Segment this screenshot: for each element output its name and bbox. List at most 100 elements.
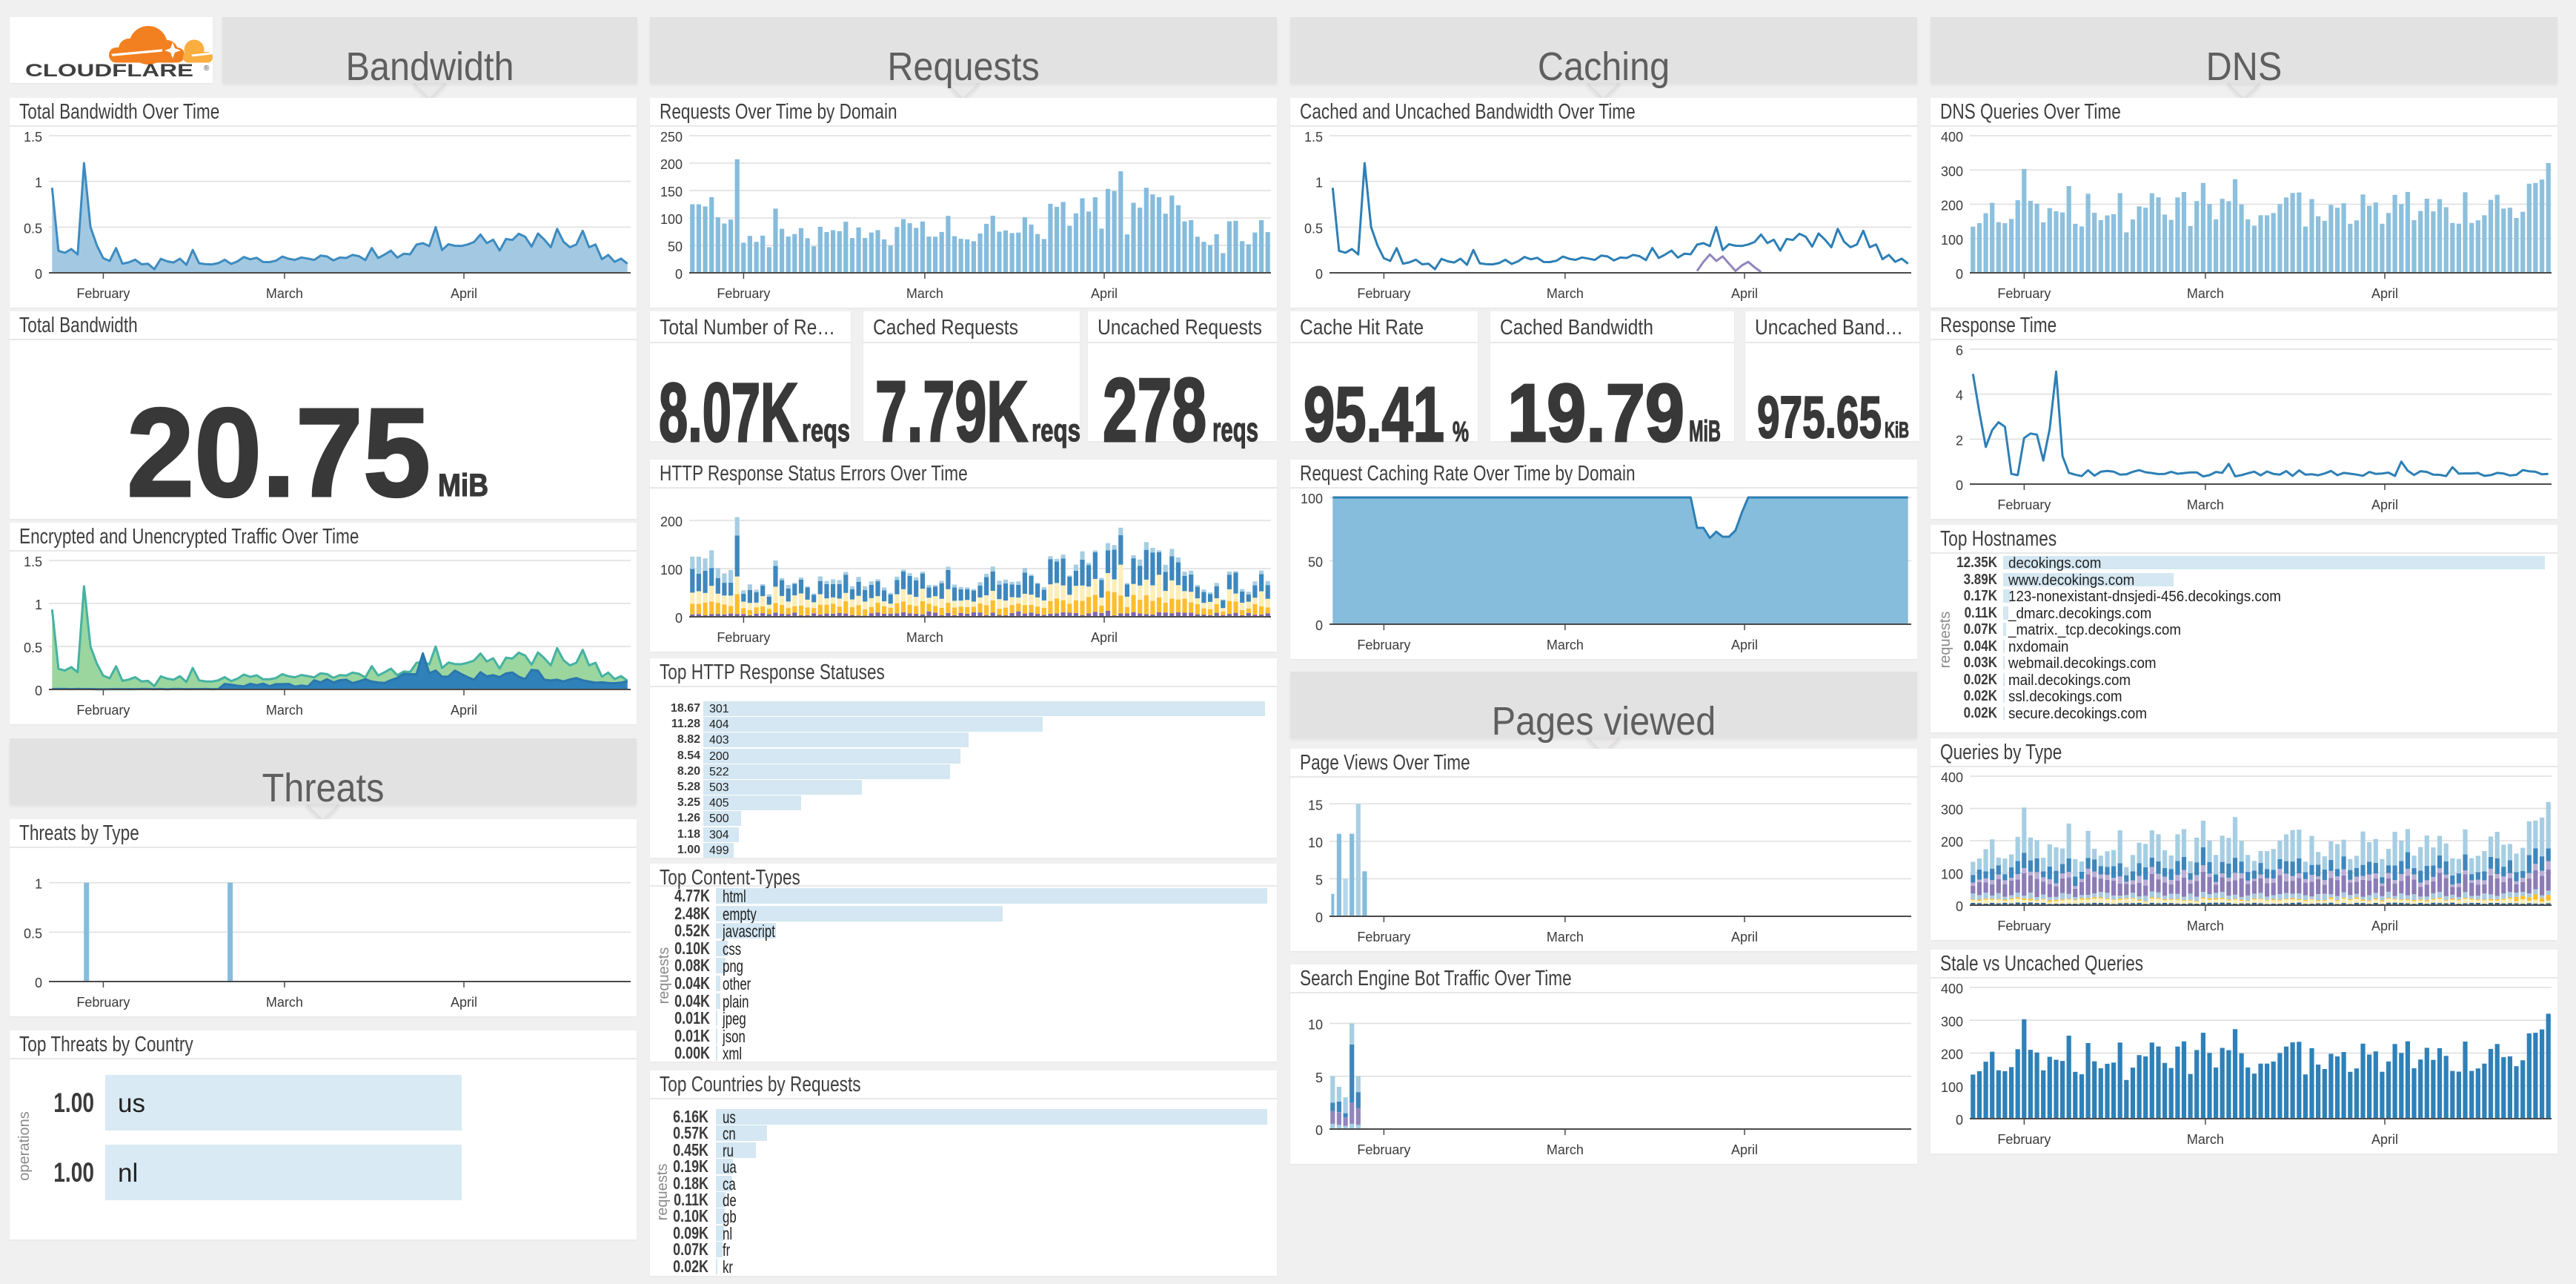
svg-text:15: 15: [1308, 798, 1323, 813]
svg-text:20.75: 20.75: [127, 383, 431, 523]
svg-text:February: February: [1997, 497, 2051, 512]
svg-text:1: 1: [35, 176, 42, 191]
svg-text:300: 300: [1941, 164, 1963, 179]
svg-text:April: April: [451, 703, 477, 718]
svg-text:0.5: 0.5: [24, 221, 42, 236]
svg-text:0: 0: [1315, 267, 1323, 282]
svg-text:400: 400: [1941, 982, 1963, 996]
svg-text:February: February: [717, 630, 770, 645]
svg-text:300: 300: [1941, 803, 1963, 818]
svg-text:KiB: KiB: [1885, 418, 1909, 443]
svg-text:March: March: [2187, 497, 2224, 512]
svg-text:MiB: MiB: [1689, 415, 1721, 448]
svg-text:0: 0: [35, 684, 42, 698]
svg-text:MiB: MiB: [438, 468, 488, 503]
svg-text:April: April: [2371, 497, 2398, 512]
svg-text:0: 0: [1315, 910, 1323, 925]
svg-text:5: 5: [1315, 873, 1323, 887]
svg-text:200: 200: [660, 157, 683, 172]
svg-text:7.79K: 7.79K: [875, 363, 1028, 460]
svg-text:April: April: [2371, 919, 2398, 933]
svg-text:April: April: [1731, 1142, 1758, 1157]
svg-text:100: 100: [660, 212, 683, 227]
svg-text:200: 200: [1941, 835, 1963, 850]
svg-text:February: February: [1357, 930, 1410, 944]
svg-text:reqs: reqs: [1212, 411, 1258, 449]
svg-text:February: February: [76, 286, 130, 301]
svg-text:150: 150: [660, 185, 683, 199]
svg-text:March: March: [1547, 930, 1584, 944]
svg-text:April: April: [2371, 286, 2398, 301]
svg-text:1.5: 1.5: [24, 555, 42, 569]
svg-text:March: March: [1547, 1142, 1584, 1157]
svg-text:0: 0: [35, 976, 42, 990]
svg-text:February: February: [1997, 1132, 2051, 1147]
svg-text:%: %: [1453, 417, 1469, 448]
svg-text:April: April: [451, 995, 477, 1010]
svg-text:4: 4: [1956, 388, 1963, 403]
svg-text:March: March: [906, 630, 943, 645]
svg-text:February: February: [76, 703, 130, 718]
svg-text:March: March: [2187, 1132, 2224, 1147]
svg-text:8.07K: 8.07K: [659, 366, 798, 459]
svg-text:1.5: 1.5: [24, 130, 42, 145]
svg-text:200: 200: [1941, 1048, 1963, 1062]
svg-text:200: 200: [660, 514, 683, 529]
svg-text:278: 278: [1103, 360, 1206, 460]
svg-text:1: 1: [1315, 176, 1323, 191]
svg-text:0: 0: [1956, 478, 1963, 493]
svg-text:0: 0: [35, 267, 42, 282]
svg-text:1: 1: [35, 877, 42, 892]
svg-text:0: 0: [1315, 1123, 1323, 1138]
svg-text:April: April: [451, 286, 477, 301]
svg-text:0: 0: [675, 267, 683, 282]
svg-text:100: 100: [1941, 1080, 1963, 1095]
svg-text:0.5: 0.5: [24, 641, 42, 655]
svg-text:February: February: [1997, 286, 2051, 301]
svg-text:100: 100: [1301, 492, 1323, 506]
svg-text:February: February: [76, 995, 130, 1010]
svg-text:CLOUDFLARE: CLOUDFLARE: [25, 61, 193, 81]
svg-text:6: 6: [1956, 343, 1963, 358]
svg-text:100: 100: [1941, 233, 1963, 248]
svg-text:March: March: [906, 286, 943, 301]
svg-text:March: March: [266, 286, 303, 301]
svg-text:March: March: [266, 703, 303, 718]
svg-text:April: April: [2371, 1132, 2398, 1147]
svg-text:0: 0: [1956, 1113, 1963, 1128]
svg-text:March: March: [1547, 638, 1584, 652]
svg-text:5: 5: [1315, 1070, 1323, 1085]
svg-text:2: 2: [1956, 433, 1963, 448]
svg-text:April: April: [1091, 630, 1118, 645]
svg-text:February: February: [1357, 1142, 1410, 1157]
svg-text:0: 0: [675, 611, 683, 626]
svg-text:0: 0: [1956, 899, 1963, 914]
svg-text:10: 10: [1308, 1018, 1323, 1033]
svg-text:400: 400: [1941, 130, 1963, 145]
svg-text:1: 1: [35, 598, 42, 612]
svg-text:®: ®: [204, 64, 210, 73]
svg-text:95.41: 95.41: [1304, 371, 1444, 458]
svg-text:0: 0: [1315, 618, 1323, 633]
svg-text:1.5: 1.5: [1304, 130, 1323, 145]
svg-text:10: 10: [1308, 835, 1323, 850]
svg-text:975.65: 975.65: [1757, 384, 1882, 450]
svg-text:March: March: [2187, 286, 2224, 301]
svg-text:0.5: 0.5: [24, 926, 42, 941]
svg-text:0.5: 0.5: [1304, 221, 1323, 236]
svg-text:February: February: [717, 286, 770, 301]
svg-text:reqs: reqs: [1032, 413, 1080, 449]
svg-text:February: February: [1357, 638, 1410, 652]
svg-text:April: April: [1731, 930, 1758, 944]
svg-text:100: 100: [1941, 867, 1963, 882]
svg-text:February: February: [1357, 286, 1410, 301]
svg-text:March: March: [1547, 286, 1584, 301]
svg-text:19.79: 19.79: [1507, 368, 1684, 459]
svg-text:50: 50: [1308, 555, 1323, 570]
svg-text:250: 250: [660, 130, 683, 145]
svg-text:reqs: reqs: [802, 413, 850, 449]
svg-text:100: 100: [660, 563, 683, 578]
svg-text:200: 200: [1941, 199, 1963, 214]
svg-text:April: April: [1731, 638, 1758, 652]
svg-text:50: 50: [668, 239, 683, 254]
